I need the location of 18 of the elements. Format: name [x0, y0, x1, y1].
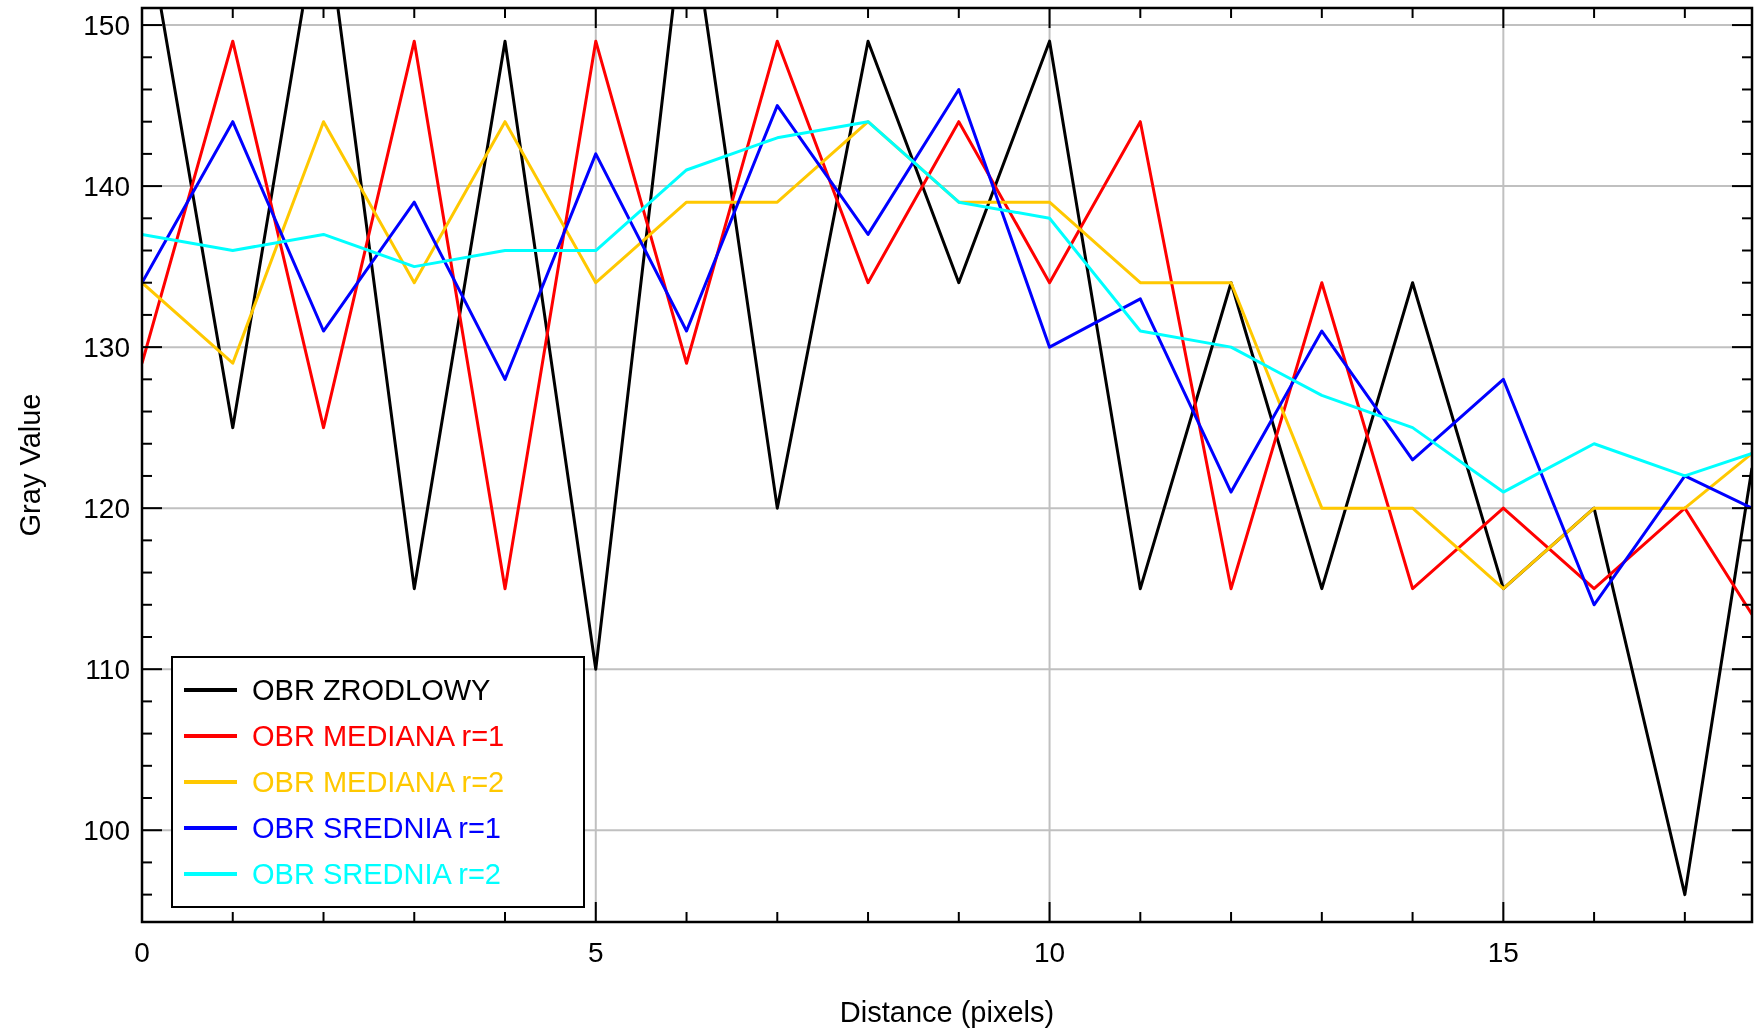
x-tick-label: 10: [1033, 937, 1066, 968]
y-tick-label: 130: [83, 331, 130, 363]
y-tick-label: 150: [83, 9, 130, 41]
y-tick-label: 140: [83, 170, 130, 202]
legend-label: OBR SREDNIA r=2: [252, 858, 501, 891]
y-tick-label: 120: [83, 492, 130, 524]
x-tick-label: 0: [134, 937, 150, 968]
x-axis-title: Distance (pixels): [839, 996, 1055, 1028]
legend-label: OBR MEDIANA r=1: [252, 720, 505, 753]
legend-label: OBR ZRODLOWY: [252, 674, 491, 707]
x-tick-label: 5: [587, 937, 604, 968]
legend-label: OBR MEDIANA r=2: [252, 766, 505, 799]
line-series: [142, 120, 1752, 494]
legend-label: OBR SREDNIA r=1: [252, 812, 501, 845]
x-tick-label: 15: [1487, 937, 1519, 968]
y-axis-title: Gray Value: [14, 393, 46, 537]
y-tick-label: 100: [83, 815, 130, 847]
y-tick-label: 110: [85, 653, 130, 685]
